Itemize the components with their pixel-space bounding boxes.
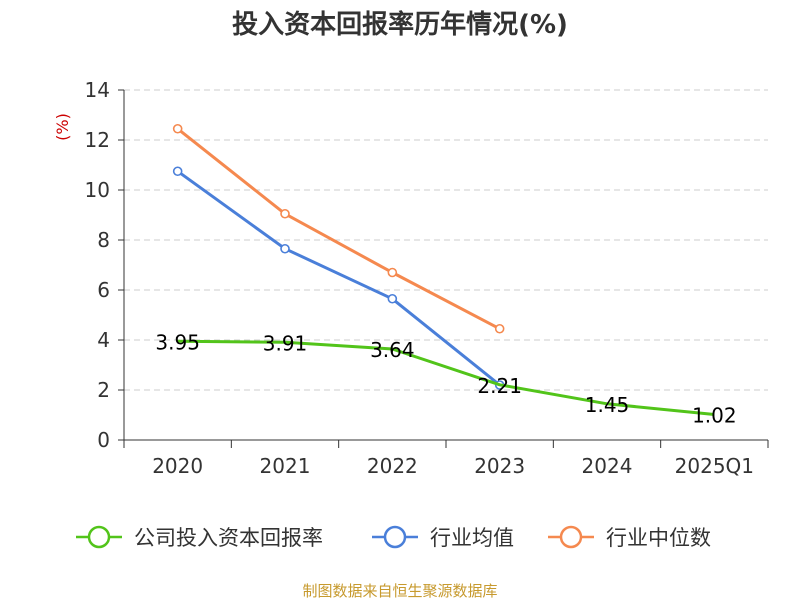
x-tick-label: 2024	[582, 454, 633, 478]
y-tick-label: 2	[97, 378, 110, 402]
y-tick-label: 8	[97, 228, 110, 252]
x-tick-label: 2021	[260, 454, 311, 478]
series-line-company	[177, 339, 715, 416]
x-tick-label: 2025Q1	[675, 454, 754, 478]
legend-label: 行业中位数	[606, 526, 711, 550]
point-avg	[387, 293, 398, 304]
data-label-company: 2.21	[477, 374, 522, 398]
y-tick-label: 4	[97, 328, 110, 352]
data-label-company: 3.91	[263, 331, 308, 355]
data-label-company: 1.02	[692, 404, 737, 428]
y-tick-label: 6	[97, 278, 110, 302]
data-labels: 3.95 3.91 3.64 2.21 1.45 1.02	[155, 330, 736, 427]
legend-item-median[interactable]: 行业中位数	[548, 525, 711, 550]
y-tick-label: 14	[85, 78, 110, 102]
legend-swatch-marker	[559, 525, 583, 549]
legend-item-avg[interactable]: 行业均值	[372, 525, 514, 550]
point-median	[280, 208, 290, 219]
grid-lines	[124, 89, 768, 391]
legend-label: 行业均值	[430, 526, 514, 550]
x-tick-label: 2022	[367, 454, 418, 478]
legend-label: 公司投入资本回报率	[134, 526, 323, 550]
point-median	[387, 267, 398, 278]
series-line-avg	[176, 170, 501, 387]
x-tick-label: 2020	[152, 454, 203, 478]
source-note: 制图数据来自恒生聚源数据库	[302, 582, 497, 600]
point-avg	[172, 166, 183, 177]
legend-swatch-marker	[383, 525, 407, 549]
point-avg	[280, 243, 290, 254]
series-lines	[172, 123, 715, 416]
axes: 0 2 4 6 8 10 12 14 2020 2021 2022 2023 2024 2025Q1	[85, 78, 769, 478]
legend-swatch-marker	[87, 525, 111, 549]
y-tick-label: 0	[97, 428, 110, 452]
legend[interactable]: 公司投入资本回报率 行业均值 行业中位数	[76, 525, 711, 550]
data-label-company: 1.45	[585, 393, 630, 417]
series-line-median	[176, 127, 501, 331]
y-tick-label: 10	[85, 178, 110, 202]
x-tick-label: 2023	[474, 454, 525, 478]
data-label-company: 3.95	[155, 330, 200, 354]
chart-title: 投入资本回报率历年情况(%)	[232, 9, 568, 40]
y-tick-label: 12	[85, 128, 110, 152]
y-axis-label: (%)	[53, 113, 72, 141]
point-median	[172, 123, 183, 134]
point-median	[494, 323, 505, 334]
data-label-company: 3.64	[370, 338, 415, 362]
legend-item-company[interactable]: 公司投入资本回报率	[76, 525, 323, 550]
